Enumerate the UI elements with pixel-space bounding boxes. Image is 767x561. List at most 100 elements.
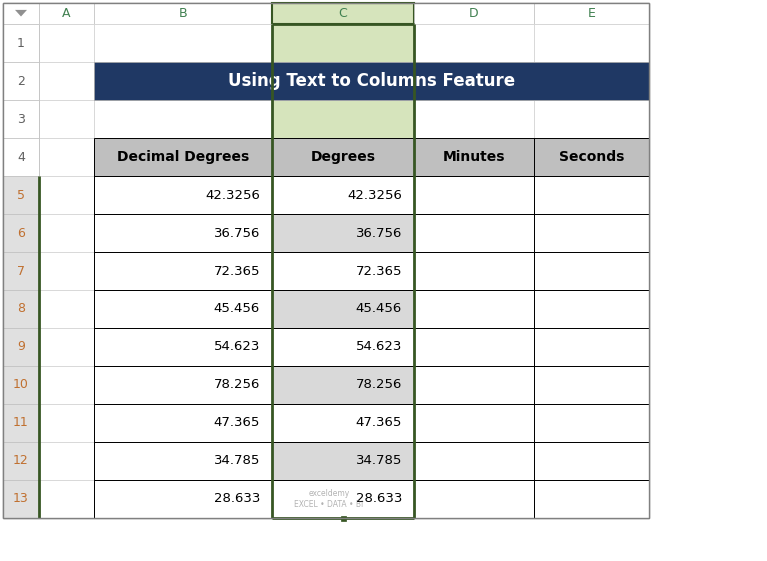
Bar: [3, 3, 39, 24]
Bar: [341, 516, 345, 521]
Bar: [272, 252, 414, 290]
Bar: [272, 214, 414, 252]
Bar: [94, 100, 272, 138]
Polygon shape: [15, 10, 27, 16]
Bar: [39, 24, 94, 62]
Text: 4: 4: [17, 150, 25, 163]
Bar: [272, 442, 414, 480]
Bar: [94, 214, 272, 252]
Bar: [414, 100, 534, 138]
Bar: [272, 328, 414, 366]
Text: Minutes: Minutes: [443, 150, 505, 164]
Bar: [414, 404, 534, 442]
Bar: [94, 176, 272, 214]
Bar: [534, 100, 649, 138]
Bar: [3, 366, 39, 404]
Bar: [272, 366, 414, 404]
Text: 12: 12: [13, 454, 29, 467]
Bar: [39, 138, 94, 176]
Bar: [534, 404, 649, 442]
Bar: [3, 3, 649, 518]
Bar: [534, 3, 649, 24]
Bar: [94, 328, 272, 366]
Bar: [414, 442, 534, 480]
Text: B: B: [179, 7, 187, 20]
Text: A: A: [62, 7, 71, 20]
Text: D: D: [469, 7, 479, 20]
Text: 34.785: 34.785: [356, 454, 402, 467]
Text: 28.633: 28.633: [214, 493, 260, 505]
Text: 54.623: 54.623: [356, 341, 402, 353]
Bar: [94, 3, 272, 24]
Text: 45.456: 45.456: [356, 302, 402, 315]
Text: 2: 2: [17, 75, 25, 88]
Bar: [39, 290, 94, 328]
Bar: [414, 138, 534, 176]
Bar: [3, 214, 39, 252]
Text: 28.633: 28.633: [356, 493, 402, 505]
Text: 13: 13: [13, 493, 29, 505]
Bar: [39, 442, 94, 480]
Bar: [414, 366, 534, 404]
Bar: [534, 366, 649, 404]
Bar: [272, 404, 414, 442]
Bar: [272, 3, 414, 24]
Text: 9: 9: [17, 341, 25, 353]
Bar: [272, 24, 414, 62]
Text: 47.365: 47.365: [214, 416, 260, 430]
Bar: [94, 138, 272, 176]
Bar: [272, 138, 414, 176]
Text: 54.623: 54.623: [214, 341, 260, 353]
Bar: [94, 442, 272, 480]
Text: C: C: [338, 7, 347, 20]
Text: 72.365: 72.365: [355, 264, 402, 278]
Bar: [534, 442, 649, 480]
Bar: [414, 24, 534, 62]
Bar: [3, 3, 649, 518]
Text: 7: 7: [17, 264, 25, 278]
Text: 47.365: 47.365: [356, 416, 402, 430]
Bar: [272, 480, 414, 518]
Text: Using Text to Columns Feature: Using Text to Columns Feature: [228, 72, 515, 90]
Bar: [534, 214, 649, 252]
Text: 42.3256: 42.3256: [347, 188, 402, 201]
Bar: [534, 176, 649, 214]
Text: 78.256: 78.256: [214, 379, 260, 392]
Bar: [39, 366, 94, 404]
Bar: [94, 24, 272, 62]
Bar: [39, 100, 94, 138]
Bar: [94, 366, 272, 404]
Bar: [3, 404, 39, 442]
Text: 8: 8: [17, 302, 25, 315]
Bar: [3, 252, 39, 290]
Bar: [534, 328, 649, 366]
Bar: [3, 100, 39, 138]
Bar: [534, 252, 649, 290]
Bar: [3, 62, 39, 100]
Text: 42.3256: 42.3256: [205, 188, 260, 201]
Bar: [94, 480, 272, 518]
Bar: [39, 176, 94, 214]
Bar: [534, 24, 649, 62]
Text: 36.756: 36.756: [214, 227, 260, 240]
Bar: [414, 214, 534, 252]
Bar: [3, 176, 39, 214]
Bar: [3, 138, 39, 176]
Bar: [39, 214, 94, 252]
Text: 6: 6: [17, 227, 25, 240]
Text: E: E: [588, 7, 595, 20]
Bar: [39, 404, 94, 442]
Text: 72.365: 72.365: [213, 264, 260, 278]
Text: 5: 5: [17, 188, 25, 201]
Bar: [534, 290, 649, 328]
Bar: [94, 290, 272, 328]
Bar: [272, 100, 414, 138]
Bar: [39, 62, 94, 100]
Bar: [534, 480, 649, 518]
Bar: [414, 290, 534, 328]
Text: 11: 11: [13, 416, 29, 430]
Text: 1: 1: [17, 36, 25, 49]
Bar: [3, 480, 39, 518]
Bar: [39, 3, 94, 24]
Bar: [414, 3, 534, 24]
